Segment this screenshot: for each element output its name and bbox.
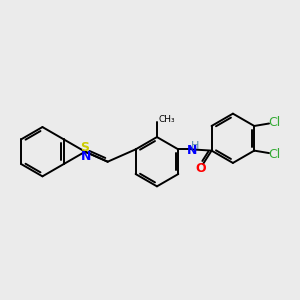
Text: Cl: Cl — [268, 148, 280, 161]
Text: CH₃: CH₃ — [158, 115, 175, 124]
Text: N: N — [187, 144, 197, 157]
Text: O: O — [195, 162, 206, 175]
Text: Cl: Cl — [268, 116, 280, 129]
Text: H: H — [190, 141, 199, 151]
Text: N: N — [81, 150, 92, 163]
Text: S: S — [80, 141, 89, 154]
